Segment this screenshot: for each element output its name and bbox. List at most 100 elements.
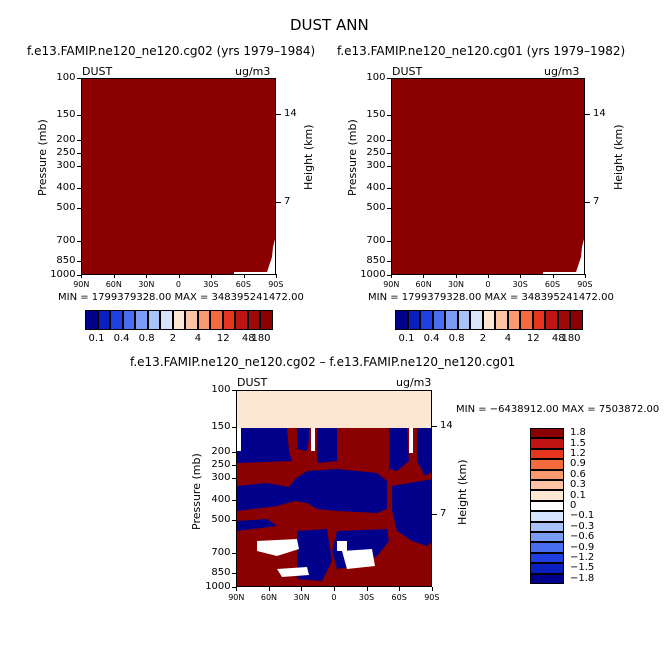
panel2-units: ug/m3 (544, 65, 580, 78)
x-tick-mark (178, 274, 180, 278)
x-tick-label: 90N (383, 280, 400, 289)
y-tick-label: 1000 (205, 581, 231, 592)
y-tick-label: 400 (366, 182, 386, 193)
colorbar-label: 4 (194, 333, 202, 344)
diff-ylabel-right: Height (km) (456, 459, 469, 525)
colorbar-label: 0.8 (138, 333, 155, 344)
x-tick-label: 30N (138, 280, 155, 289)
y-right-tick-mark (432, 514, 437, 515)
diff-colorbar-label: −1.5 (570, 562, 595, 574)
diff-units: ug/m3 (396, 376, 432, 389)
colorbar-box (407, 310, 421, 330)
panel2-ylabel-right: Height (km) (612, 124, 625, 190)
y-tick-label: 100 (211, 384, 231, 395)
diff-plot-area (236, 390, 432, 587)
colorbar-box (197, 310, 211, 330)
y-tick-label: 700 (56, 235, 76, 246)
colorbar-label: 180 (251, 333, 271, 344)
y-tick-label: 850 (211, 567, 231, 578)
y-tick-mark (387, 140, 391, 141)
x-tick-label: 90S (577, 280, 593, 289)
x-tick-mark (211, 274, 212, 278)
y-right-tick-label: 14 (593, 108, 606, 119)
panel2-ylabel: Pressure (mb) (346, 119, 359, 196)
x-tick-mark (301, 587, 303, 591)
x-tick-mark (552, 274, 554, 278)
diff-colorbar-box (530, 521, 564, 532)
y-tick-label: 300 (366, 160, 386, 171)
x-tick-mark (236, 587, 237, 591)
colorbar-label: 48 (551, 333, 565, 344)
x-tick-mark (423, 274, 425, 278)
x-tick-label: 60N (415, 280, 432, 289)
colorbar-box (457, 310, 471, 330)
y-tick-mark (232, 478, 236, 479)
diff-min-max: MIN = −6438912.00 MAX = 7503872.00 (456, 404, 660, 415)
x-tick-label: 60N (260, 593, 278, 602)
y-tick-label: 700 (366, 235, 386, 246)
x-tick-mark (334, 587, 335, 591)
colorbar-box (470, 310, 483, 330)
diff-colorbar-label: −0.9 (570, 541, 595, 553)
x-tick-label: 0 (485, 280, 491, 289)
panel1-title: f.e13.FAMIP.ne120_ne120.cg02 (yrs 1979–1… (27, 44, 316, 58)
diff-colorbar-box (530, 480, 564, 491)
x-tick-mark (146, 274, 147, 278)
x-tick-mark (455, 274, 457, 278)
x-tick-mark (488, 274, 489, 278)
colorbar-box (482, 310, 496, 330)
y-right-tick-label: 7 (284, 196, 291, 207)
x-tick-label: 30S (512, 280, 528, 289)
colorbar-box (260, 310, 273, 330)
panel2-min-max: MIN = 1799379328.00 MAX = 348395241472.0… (368, 292, 614, 303)
colorbar-label: 12 (216, 333, 230, 344)
y-tick-mark (387, 261, 391, 262)
y-tick-mark (387, 188, 391, 189)
y-right-tick-mark (276, 114, 281, 115)
panel1-var-label: DUST (82, 65, 113, 78)
y-tick-label: 300 (211, 472, 231, 483)
colorbar-label: 48 (241, 333, 255, 344)
diff-colorbar-box (530, 448, 564, 460)
diff-colorbar-label: −1.2 (570, 552, 595, 563)
colorbar-label: 2 (169, 333, 177, 344)
y-tick-label: 1000 (50, 269, 76, 280)
panel2-plot-area (391, 78, 585, 275)
diff-colorbar-label: −1.8 (570, 572, 595, 584)
diff-var-label: DUST (237, 376, 268, 389)
y-tick-label: 250 (211, 459, 231, 470)
y-right-tick-mark (432, 426, 437, 427)
y-tick-mark (232, 390, 236, 391)
y-tick-mark (77, 140, 81, 141)
x-tick-label: 30S (358, 593, 375, 602)
x-tick-mark (585, 274, 586, 278)
panel2-var-label: DUST (392, 65, 423, 78)
y-tick-label: 300 (56, 160, 76, 171)
x-tick-label: 30N (447, 280, 465, 289)
diff-colorbar-label: −0.6 (570, 531, 595, 543)
x-tick-label: 30N (293, 593, 310, 602)
y-tick-label: 1000 (360, 269, 386, 280)
colorbar-box (445, 310, 458, 330)
colorbar-label: 0.4 (113, 333, 130, 344)
colorbar-label: 4 (504, 333, 512, 344)
y-tick-mark (387, 275, 391, 276)
x-tick-mark (432, 587, 433, 591)
colorbar-box (122, 310, 136, 330)
y-tick-mark (232, 587, 236, 588)
x-tick-mark (391, 274, 392, 278)
y-tick-mark (77, 188, 81, 189)
diff-colorbar-label: −0.3 (570, 520, 595, 532)
colorbar-label: 180 (561, 333, 581, 344)
colorbar-box (135, 310, 148, 330)
colorbar-label: 0.4 (423, 333, 440, 344)
diff-title: f.e13.FAMIP.ne120_ne120.cg02 – f.e13.FAM… (130, 355, 516, 369)
colorbar-box (545, 310, 558, 330)
colorbar-box (495, 310, 508, 330)
y-tick-label: 200 (211, 446, 231, 457)
diff-colorbar-label: 0.3 (570, 479, 586, 491)
y-right-tick-mark (585, 114, 590, 115)
x-tick-mark (243, 274, 245, 278)
colorbar-box (85, 310, 98, 330)
diff-colorbar-box (530, 438, 564, 449)
